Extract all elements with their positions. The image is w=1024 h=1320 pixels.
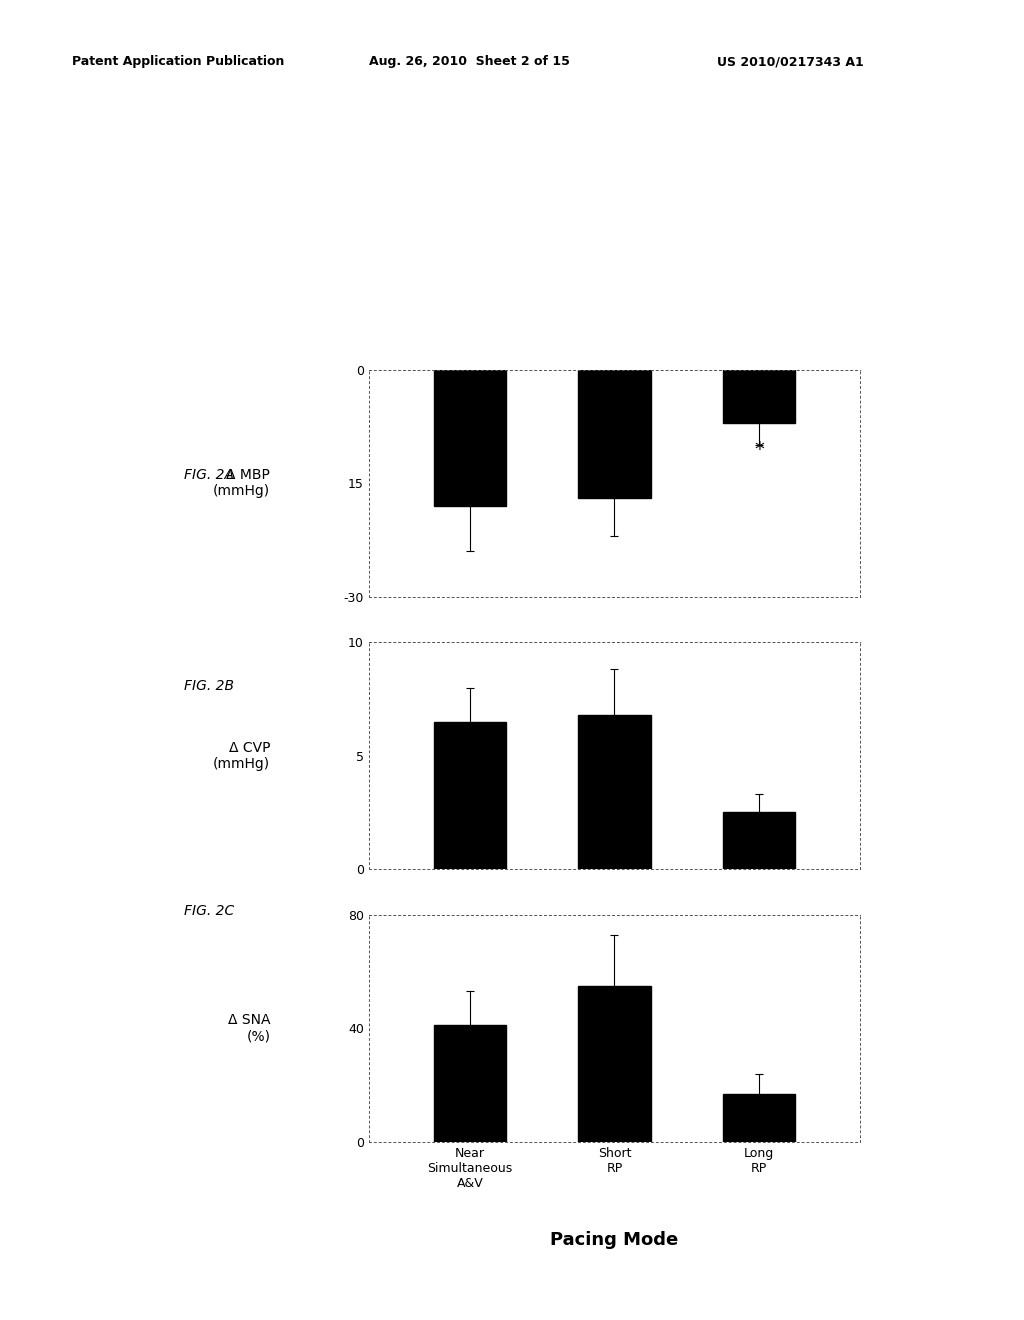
Bar	[434, 722, 506, 870]
Y-axis label: Δ CVP
(mmHg): Δ CVP (mmHg)	[213, 741, 270, 771]
Bar	[579, 370, 650, 498]
Text: FIG. 2A: FIG. 2A	[184, 469, 234, 482]
Text: US 2010/0217343 A1: US 2010/0217343 A1	[717, 55, 863, 69]
Text: *: *	[754, 440, 764, 459]
Text: FIG. 2B: FIG. 2B	[184, 680, 234, 693]
Text: *: *	[754, 1122, 764, 1142]
Y-axis label: Δ SNA
(%): Δ SNA (%)	[227, 1014, 270, 1043]
Text: Aug. 26, 2010  Sheet 2 of 15: Aug. 26, 2010 Sheet 2 of 15	[369, 55, 569, 69]
Bar	[723, 813, 795, 870]
Bar	[723, 370, 795, 422]
Bar	[434, 1026, 506, 1142]
Text: Patent Application Publication: Patent Application Publication	[72, 55, 284, 69]
Bar	[434, 370, 506, 506]
Bar	[723, 1093, 795, 1142]
X-axis label: Pacing Mode: Pacing Mode	[550, 1232, 679, 1249]
Bar	[579, 715, 650, 870]
Text: *: *	[754, 840, 764, 859]
Bar	[579, 986, 650, 1142]
Y-axis label: Δ MBP
(mmHg): Δ MBP (mmHg)	[213, 469, 270, 498]
Text: FIG. 2C: FIG. 2C	[184, 904, 234, 917]
